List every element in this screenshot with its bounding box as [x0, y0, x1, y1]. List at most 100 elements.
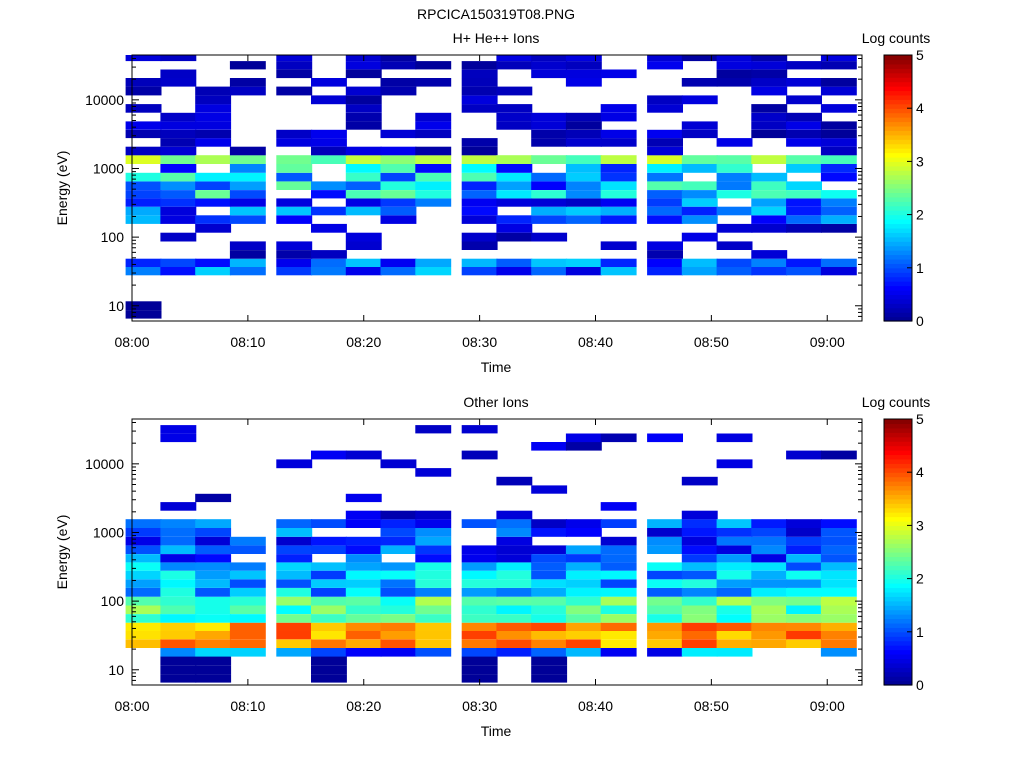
heatmap-cell [461, 665, 498, 675]
heatmap-cell [786, 570, 822, 580]
colorbar-frame [883, 418, 913, 686]
heatmap-cell [820, 104, 857, 113]
heatmap-cell [276, 562, 313, 571]
heatmap-cell [600, 172, 637, 182]
x-tick-label: 08:00 [114, 698, 149, 714]
heatmap-cell [415, 425, 452, 434]
plot-frame [131, 418, 863, 686]
heatmap-cell [531, 562, 568, 571]
heatmap-cell [786, 223, 822, 233]
heatmap-cell [751, 55, 788, 62]
heatmap-cell [681, 232, 718, 242]
heatmap-cell [647, 95, 683, 105]
heatmap-cell [229, 164, 266, 173]
heatmap-cell [716, 172, 753, 182]
heatmap-cell [125, 181, 162, 190]
colorbar-segment [884, 516, 912, 522]
heatmap-cell [380, 190, 417, 199]
heatmap-cell [461, 146, 498, 156]
colorbar-segment [884, 662, 912, 668]
heatmap-cell [229, 250, 266, 259]
heatmap-cell [229, 146, 266, 156]
heatmap-cell [531, 112, 568, 122]
x-tick-label: 08:40 [578, 698, 613, 714]
heatmap-cell [125, 631, 162, 640]
heatmap-cell [125, 587, 162, 597]
heatmap-cell [345, 181, 382, 190]
colorbar-segment [884, 143, 912, 149]
colorbar-segment [884, 427, 912, 433]
heatmap-cell [195, 614, 232, 623]
colorbar-segment [884, 219, 912, 225]
heatmap-cell [751, 69, 788, 79]
heatmap-cell [565, 55, 602, 62]
heatmap-cell [415, 536, 452, 546]
heatmap-cell [496, 198, 533, 207]
heatmap-cell [600, 502, 637, 511]
heatmap-cell [276, 138, 313, 147]
heatmap-cell [461, 95, 498, 105]
heatmap-cell [125, 172, 162, 182]
heatmap-cell [600, 129, 637, 139]
heatmap-cell [496, 61, 533, 70]
heatmap-cell [311, 258, 347, 267]
heatmap-cell [565, 129, 602, 139]
heatmap-cell [716, 545, 753, 554]
colorbar-segment [884, 86, 912, 92]
heatmap-cell [160, 198, 197, 207]
colorbar-tick-label: 3 [916, 517, 924, 533]
heatmap-cell [276, 129, 313, 139]
heatmap-cell [496, 164, 533, 173]
heatmap-cell [380, 605, 417, 614]
heatmap-cell [600, 587, 637, 597]
heatmap-cell [565, 61, 602, 70]
heatmap-cell [531, 198, 568, 207]
heatmap-cell [461, 425, 498, 434]
heatmap-cell [751, 258, 788, 267]
colorbar-segment [884, 245, 912, 251]
heatmap-cell [531, 596, 568, 606]
heatmap-cell [276, 155, 313, 164]
heatmap-cell [716, 241, 753, 250]
heatmap-cell [415, 129, 452, 139]
colorbar-segment [884, 587, 912, 593]
heatmap-cell [160, 614, 197, 623]
heatmap-cell [681, 605, 718, 614]
heatmap-cell [751, 570, 788, 580]
heatmap-cell [160, 146, 197, 156]
heatmap-cell [125, 596, 162, 606]
heatmap-cell [415, 622, 452, 631]
heatmap-cell [311, 587, 347, 597]
heatmap-cell [276, 579, 313, 588]
heatmap-cell [195, 656, 232, 666]
heatmap-cell [160, 181, 197, 190]
heatmap-cell [415, 172, 452, 182]
colorbar-segment [884, 108, 912, 114]
heatmap-cell [229, 86, 266, 96]
heatmap-cell [786, 164, 822, 173]
heatmap-cell [820, 86, 857, 96]
heatmap-cell [311, 605, 347, 614]
heatmap-cell [345, 493, 382, 503]
heatmap-cell [380, 78, 417, 87]
heatmap-cell [820, 138, 857, 147]
heatmap-cell [681, 78, 718, 87]
heatmap-cell [716, 78, 753, 87]
y-tick-label: 10000 [85, 456, 124, 472]
heatmap-cell [496, 587, 533, 597]
colorbar-segment [884, 134, 912, 140]
heatmap-cell [786, 258, 822, 267]
colorbar-segment [884, 130, 912, 136]
heatmap-cell [716, 648, 753, 657]
colorbar-segment [884, 503, 912, 509]
heatmap-cell [345, 614, 382, 623]
heatmap-cell [647, 55, 683, 62]
heatmap-cell [276, 181, 313, 190]
heatmap-cell [345, 164, 382, 173]
colorbar-segment [884, 117, 912, 123]
heatmap-cell [681, 164, 718, 173]
colorbar-segment [884, 227, 912, 233]
heatmap-cell [160, 215, 197, 224]
heatmap-cell [125, 310, 162, 319]
